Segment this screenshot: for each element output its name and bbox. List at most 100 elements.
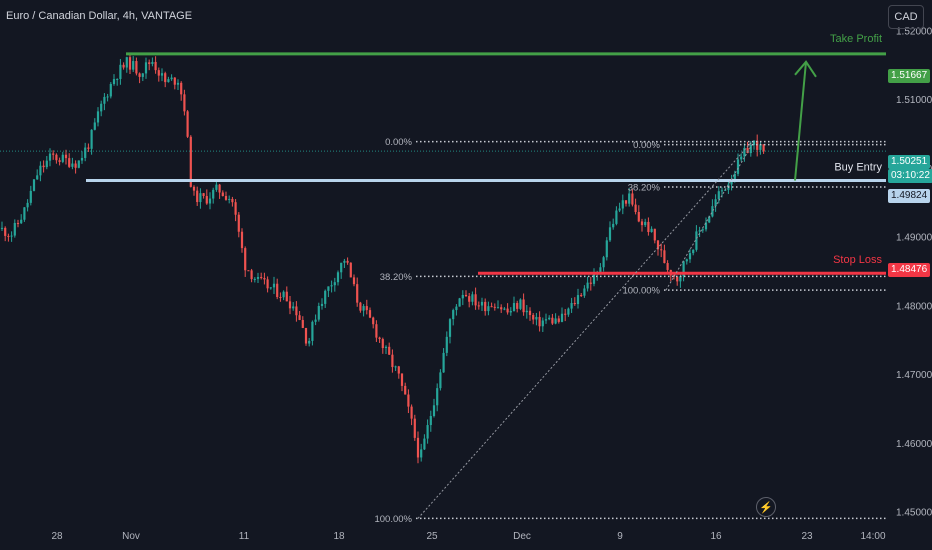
candle-body [100, 103, 103, 112]
x-tick-label: 28 [51, 531, 63, 542]
candle-body [410, 406, 413, 419]
candle-body [269, 287, 272, 289]
candle-body [42, 165, 45, 168]
candle-body [128, 57, 132, 70]
candle-body [554, 318, 557, 324]
candle-body [708, 216, 711, 223]
candle-body [583, 288, 586, 296]
candle-body [522, 299, 525, 313]
candle-body [0, 227, 4, 229]
candle-body [701, 229, 704, 231]
candle-body [503, 308, 506, 310]
candle-body [640, 221, 644, 226]
candle-body [676, 276, 679, 282]
candle-body [36, 175, 39, 180]
x-tick-label: 9 [617, 531, 623, 542]
candle-body [378, 337, 381, 340]
candle-body [71, 163, 74, 167]
candle-body [186, 111, 189, 137]
candle-body [157, 70, 160, 76]
candle-body [93, 122, 96, 130]
candle-body [330, 285, 333, 287]
candle-body [221, 192, 224, 197]
candle-body [576, 295, 580, 305]
candle-body [490, 306, 493, 308]
x-tick-label: 18 [333, 531, 345, 542]
candle-body [308, 340, 311, 344]
candle-body [631, 193, 634, 205]
candle-body [749, 144, 752, 154]
arrow-head-icon [794, 60, 817, 78]
candle-body [525, 310, 528, 313]
candle-body [84, 147, 87, 158]
candle-body [573, 302, 576, 305]
candle-body [164, 73, 167, 83]
candle-body [176, 82, 180, 85]
candle-body [624, 200, 628, 204]
candle-body [234, 202, 237, 215]
candle-body [336, 272, 340, 283]
lightning-icon[interactable]: ⚡ [756, 497, 776, 517]
candle-body [679, 276, 682, 282]
candle-body [314, 319, 317, 322]
candle-body [320, 303, 324, 306]
candle-body [109, 83, 112, 97]
candle-body [381, 339, 384, 349]
time-axis: 28 Nov 11 18 25 Dec 9 16 23 14:00 [51, 531, 886, 542]
candle-body [423, 438, 426, 450]
candle-body [4, 227, 7, 236]
candle-body [253, 278, 256, 280]
candle-body [404, 385, 407, 395]
fib-left-100-label: 100.00% [374, 514, 412, 525]
chart-title: Euro / Canadian Dollar, 4h, VANTAGE [6, 10, 193, 22]
candle-body [519, 299, 522, 309]
candle-body [480, 301, 484, 306]
candle-body [202, 193, 205, 197]
candle-body [279, 297, 282, 299]
candle-body [458, 298, 461, 307]
candle-body [477, 305, 480, 307]
candle-body [64, 154, 68, 159]
candle-body [333, 282, 336, 286]
candle-body [141, 73, 144, 77]
candle-body [135, 61, 138, 74]
x-tick-label: 11 [239, 531, 250, 542]
candle-body [346, 260, 349, 263]
candle-body [733, 173, 736, 181]
candle-body [484, 301, 487, 312]
candle-body [304, 327, 308, 344]
candle-body [167, 79, 170, 83]
x-tick-label: 14:00 [860, 531, 885, 542]
candle-body [148, 62, 151, 64]
candle-body [48, 153, 52, 161]
candle-body [352, 277, 356, 285]
candle-body [112, 79, 116, 84]
candle-body [154, 61, 157, 71]
candle-body [717, 191, 720, 200]
candle-body [295, 306, 298, 316]
y-tick-label: 1.46000 [896, 439, 932, 450]
candle-body [125, 57, 128, 68]
candle-body [388, 346, 391, 355]
candle-body [311, 321, 314, 341]
candle-body [256, 277, 260, 279]
candle-body [224, 196, 228, 200]
candle-body [666, 263, 669, 270]
candle-body [13, 222, 16, 236]
current-price-tag: 1.50251 [888, 155, 931, 169]
candle-body [170, 77, 173, 80]
candle-body [68, 158, 71, 167]
currency-button[interactable]: CAD [888, 5, 924, 29]
candle-body [493, 306, 496, 308]
candle-body [663, 250, 666, 264]
candle-body [413, 418, 416, 438]
fib-right-0-label: 0.00% [633, 140, 660, 151]
candle-body [96, 111, 100, 123]
candle-body [103, 96, 106, 104]
candle-body [634, 204, 637, 212]
candle-body [272, 283, 276, 288]
candle-body [644, 221, 647, 226]
candle-body [695, 231, 698, 250]
candle-body [282, 291, 285, 298]
